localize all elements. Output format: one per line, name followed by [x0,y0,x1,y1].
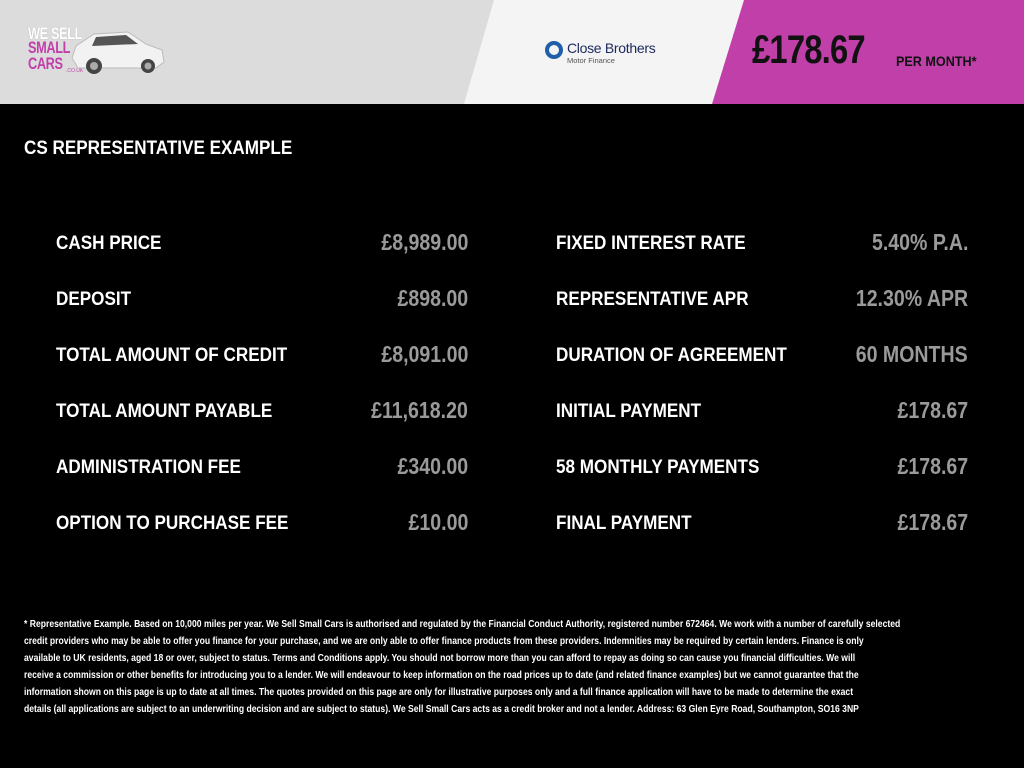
disclaimer-line: credit providers who may be able to offe… [24,635,864,647]
finance-label: DEPOSIT [56,289,132,310]
disclaimer-line: information shown on this page is up to … [24,686,854,698]
lender-panel [464,0,764,104]
logo-line-1: WE SELL [28,24,83,43]
finance-row: OPTION TO PURCHASE FEE £10.00 [56,509,468,543]
finance-row: ADMINISTRATION FEE £340.00 [56,453,468,487]
finance-row: TOTAL AMOUNT PAYABLE £11,618.20 [56,397,468,431]
finance-value: 5.40% P.A. [871,229,968,255]
disclaimer-line: receive a commission or other benefits f… [24,669,859,681]
finance-row: DURATION OF AGREEMENT 60 MONTHS [556,341,968,375]
lender-subtitle: Motor Finance [567,56,615,65]
finance-value: £10.00 [408,509,468,535]
logo-suffix: .CO.UK [66,68,84,74]
logo-line-3: CARS [28,54,63,73]
disclaimer-line: available to UK residents, aged 18 or ov… [24,652,856,664]
disclaimer-line: details (all applications are subject to… [24,703,859,715]
finance-value: £8,989.00 [381,229,468,255]
dealer-logo[interactable]: WE SELL SMALL CARS .CO.UK [28,24,168,78]
finance-value: 12.30% APR [855,285,968,311]
finance-row: FINAL PAYMENT £178.67 [556,509,968,543]
finance-row: INITIAL PAYMENT £178.67 [556,397,968,431]
finance-label: 58 MONTHLY PAYMENTS [556,457,760,478]
finance-row: CASH PRICE £8,989.00 [56,229,468,263]
finance-label: DURATION OF AGREEMENT [556,345,787,366]
disclaimer: * Representative Example. Based on 10,00… [24,616,900,718]
finance-label: FINAL PAYMENT [556,513,692,534]
finance-label: TOTAL AMOUNT PAYABLE [56,401,273,422]
finance-value: £340.00 [397,453,468,479]
finance-row: REPRESENTATIVE APR 12.30% APR [556,285,968,319]
price-panel [712,0,1024,104]
finance-value: £8,091.00 [381,341,468,367]
car-icon [71,31,165,74]
finance-row: DEPOSIT £898.00 [56,285,468,319]
finance-label: INITIAL PAYMENT [556,401,702,422]
logo-line-2: SMALL [28,38,71,57]
finance-value: £898.00 [397,285,468,311]
finance-label: REPRESENTATIVE APR [556,289,749,310]
finance-value: £11,618.20 [371,397,468,423]
finance-value: £178.67 [897,397,968,423]
finance-row: FIXED INTEREST RATE 5.40% P.A. [556,229,968,263]
finance-value: £178.67 [897,453,968,479]
lender-name: Close Brothers [567,40,656,56]
close-brothers-logo: Close Brothers Motor Finance [545,40,656,65]
finance-value: £178.67 [897,509,968,535]
section-title: CS REPRESENTATIVE EXAMPLE [24,138,293,159]
finance-value: 60 MONTHS [856,341,968,367]
close-brothers-icon [545,41,563,59]
finance-label: CASH PRICE [56,233,162,254]
finance-label: TOTAL AMOUNT OF CREDIT [56,345,288,366]
finance-label: FIXED INTEREST RATE [556,233,746,254]
finance-label: ADMINISTRATION FEE [56,457,241,478]
disclaimer-line: * Representative Example. Based on 10,00… [24,618,901,630]
price-suffix: PER MONTH* [896,53,977,69]
monthly-price: £178.67 [752,28,866,72]
finance-row: 58 MONTHLY PAYMENTS £178.67 [556,453,968,487]
finance-label: OPTION TO PURCHASE FEE [56,513,289,534]
finance-row: TOTAL AMOUNT OF CREDIT £8,091.00 [56,341,468,375]
